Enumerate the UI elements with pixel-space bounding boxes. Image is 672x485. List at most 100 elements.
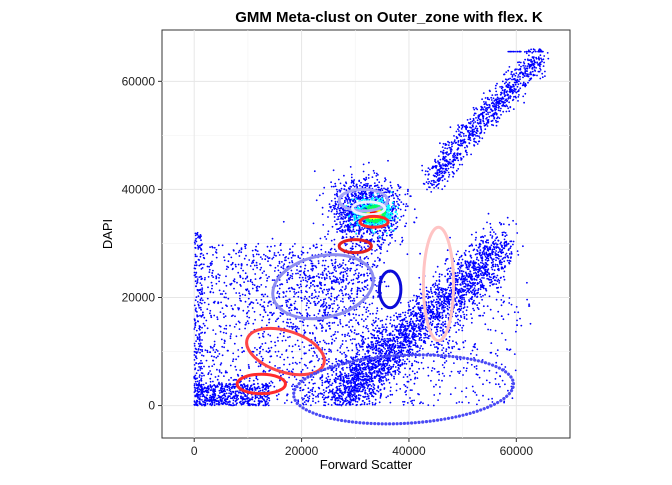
data-point (469, 118, 471, 120)
data-point (364, 391, 366, 393)
data-point (462, 126, 464, 128)
data-point (511, 251, 513, 253)
data-point (468, 122, 470, 124)
data-point (455, 272, 457, 274)
data-point (483, 228, 485, 230)
data-point (393, 364, 395, 366)
data-point (513, 78, 515, 80)
data-point (524, 65, 526, 67)
data-point (350, 371, 352, 373)
data-point (345, 181, 347, 183)
data-point (393, 224, 395, 226)
data-point (304, 268, 306, 270)
data-point (480, 257, 482, 259)
data-point (425, 174, 427, 176)
data-point (379, 342, 381, 344)
data-point (460, 143, 462, 145)
data-point (448, 295, 450, 297)
data-point (320, 249, 322, 251)
data-point (524, 75, 526, 77)
data-point (426, 287, 428, 289)
data-point (245, 324, 247, 326)
data-point (507, 98, 509, 100)
data-point (217, 273, 219, 275)
data-point (440, 159, 442, 161)
data-point (265, 255, 267, 257)
data-point (362, 349, 364, 351)
data-point (371, 395, 373, 397)
data-point (206, 308, 208, 310)
data-point (459, 290, 461, 292)
data-point (461, 273, 463, 275)
data-point (380, 246, 382, 248)
data-point (395, 326, 397, 328)
data-point (450, 267, 452, 269)
data-point (340, 212, 342, 214)
data-point (435, 284, 437, 286)
data-point (508, 101, 510, 103)
data-point (536, 62, 538, 64)
data-point (396, 195, 398, 197)
data-point (489, 223, 491, 225)
data-point (456, 153, 458, 155)
data-point (373, 170, 375, 172)
data-point (480, 121, 482, 123)
data-point (337, 191, 339, 193)
data-point (457, 275, 459, 277)
data-point (354, 367, 356, 369)
data-point (318, 273, 320, 275)
data-point (507, 94, 509, 96)
data-point (383, 326, 385, 328)
data-point (334, 220, 336, 222)
data-point (541, 73, 543, 75)
data-point (477, 115, 479, 117)
data-point (355, 401, 357, 403)
data-point (468, 292, 470, 294)
data-point (304, 401, 306, 403)
data-point (432, 296, 434, 298)
data-point (477, 307, 479, 309)
data-point (439, 177, 441, 179)
data-point (445, 144, 447, 146)
data-point (349, 396, 351, 398)
data-point (268, 347, 270, 349)
data-point (416, 330, 418, 332)
data-point (507, 217, 509, 219)
data-point (437, 180, 439, 182)
data-point (495, 283, 497, 285)
data-point (448, 176, 450, 178)
data-point (363, 306, 365, 308)
data-point (374, 182, 376, 184)
data-point (384, 180, 386, 182)
data-point (503, 260, 505, 262)
data-point (505, 81, 507, 83)
data-point (351, 363, 353, 365)
data-point (366, 230, 368, 232)
data-point (424, 335, 426, 337)
data-point (446, 269, 448, 271)
data-point (352, 389, 354, 391)
data-point (492, 249, 494, 251)
data-point (372, 352, 374, 354)
data-point (352, 338, 354, 340)
data-point (499, 117, 501, 119)
data-point (501, 92, 503, 94)
data-point (510, 96, 512, 98)
data-point (471, 322, 473, 324)
data-point (488, 273, 490, 275)
data-point (401, 319, 403, 321)
data-point (416, 319, 418, 321)
data-point (344, 201, 346, 203)
data-point (383, 329, 385, 331)
data-point (422, 357, 424, 359)
data-point (498, 109, 500, 111)
data-point (502, 234, 504, 236)
data-point (436, 299, 438, 301)
data-point (464, 282, 466, 284)
data-point (213, 364, 215, 366)
data-point (481, 281, 483, 283)
data-point (418, 277, 420, 279)
data-point (526, 73, 528, 75)
data-point (310, 285, 312, 287)
data-point (348, 229, 350, 231)
